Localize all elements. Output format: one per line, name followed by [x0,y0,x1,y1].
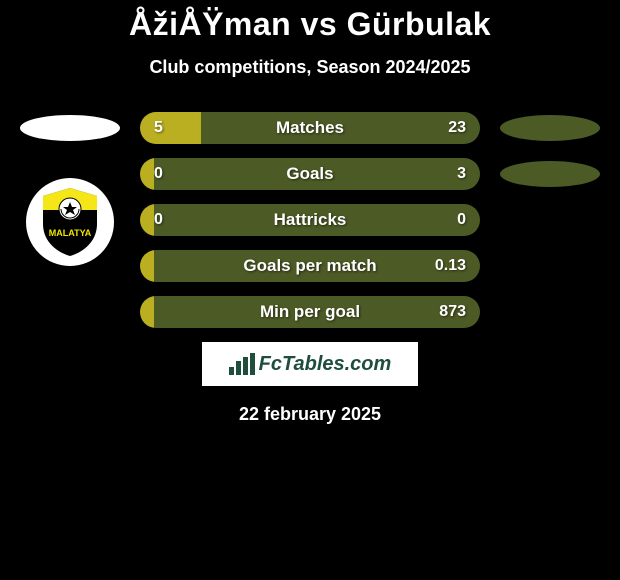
brand: FcTables.com [229,353,392,376]
brand-bars-icon [229,353,255,375]
stat-bar: 873Min per goal [140,296,480,328]
brand-label: FcTables.com [259,353,392,376]
stat-bar: 00Hattricks [140,204,480,236]
left-team-ellipse [20,115,120,141]
stat-bar: 0.13Goals per match [140,250,480,282]
stat-label: Goals [140,158,480,190]
brand-box: FcTables.com [202,342,418,386]
stat-bar: 03Goals [140,158,480,190]
right-team-ellipse [500,299,600,325]
stat-label: Matches [140,112,480,144]
right-team-ellipse [500,253,600,279]
right-team-ellipse [500,207,600,233]
stat-label: Goals per match [140,250,480,282]
club-badge-left: MALATYA [26,178,114,266]
stat-bar: 523Matches [140,112,480,144]
svg-text:MALATYA: MALATYA [49,228,92,238]
date: 22 february 2025 [0,404,620,425]
page-title: ÅžiÅŸman vs Gürbulak [0,0,620,43]
right-team-ellipse [500,161,600,187]
club-crest-icon: MALATYA [39,186,101,258]
right-team-ellipse [500,115,600,141]
infographic-root: ÅžiÅŸman vs Gürbulak Club competitions, … [0,0,620,425]
left-team-ellipse [20,299,120,325]
comparison-row: 873Min per goal [0,296,620,328]
comparison-row: 523Matches [0,112,620,144]
stat-label: Hattricks [140,204,480,236]
stat-label: Min per goal [140,296,480,328]
subtitle: Club competitions, Season 2024/2025 [0,57,620,78]
